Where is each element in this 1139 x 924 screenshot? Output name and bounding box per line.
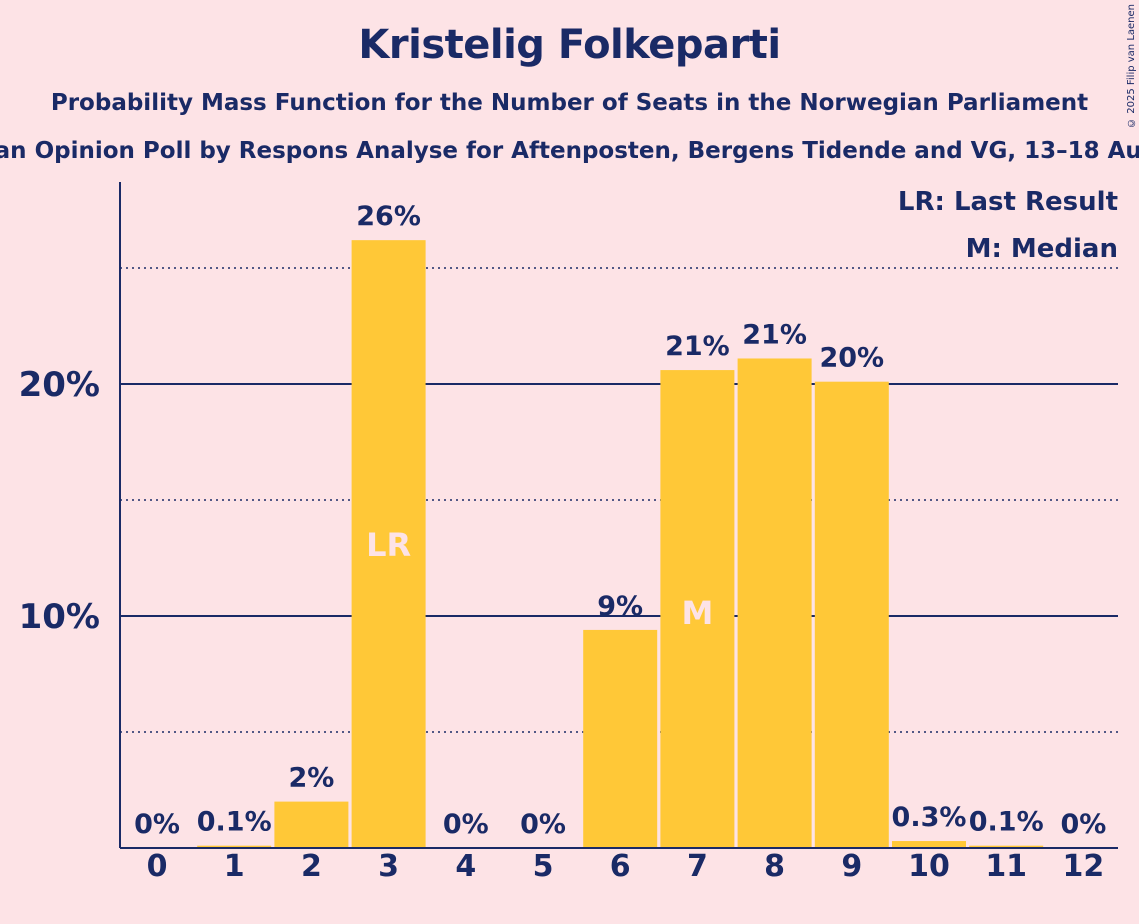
bar: [660, 370, 735, 848]
bar: [197, 845, 272, 848]
bar-annotation: M: [681, 594, 713, 632]
value-label: 26%: [356, 201, 421, 232]
value-label: 0%: [520, 809, 566, 840]
x-tick-label: 6: [610, 849, 631, 884]
chart-subtitle: Probability Mass Function for the Number…: [50, 90, 1089, 116]
bar: [274, 801, 349, 848]
x-tick-label: 3: [378, 849, 399, 884]
bar: [892, 841, 966, 848]
value-label: 0%: [134, 809, 180, 840]
x-tick-label: 2: [301, 849, 322, 884]
bar-annotation: LR: [366, 526, 411, 564]
chart-subsubtitle: Based on an Opinion Poll by Respons Anal…: [0, 138, 1139, 164]
value-label: 21%: [742, 319, 807, 350]
bar: [969, 845, 1044, 848]
y-tick-label: 10%: [19, 597, 100, 637]
x-tick-label: 10: [908, 849, 950, 884]
legend-entry: M: Median: [966, 234, 1118, 264]
value-label: 0%: [1060, 809, 1106, 840]
x-tick-label: 11: [985, 849, 1027, 884]
x-tick-label: 12: [1063, 849, 1105, 884]
bar: [351, 240, 426, 848]
bars: [197, 240, 1044, 848]
x-tick-label: 5: [533, 849, 554, 884]
value-label: 0.1%: [969, 807, 1044, 838]
labels: 0% 0.1%2%26%0% 0%9%21% 21%20%0.3% 0.1% 0%LRM: [134, 201, 1106, 840]
y-tick-label: 20%: [19, 365, 100, 405]
bar: [814, 381, 889, 848]
bar: [737, 358, 812, 848]
bar: [583, 629, 658, 848]
chart-title: Kristelig Folkeparti: [358, 22, 781, 68]
value-label: 2%: [288, 763, 334, 794]
value-label: 0.1%: [197, 807, 272, 838]
value-label: 0%: [443, 809, 489, 840]
legend: LR: Last Result M: Median: [898, 187, 1118, 264]
value-label: 0.3%: [892, 802, 967, 833]
legend-entry: LR: Last Result: [898, 187, 1118, 217]
x-tick-label: 0: [147, 849, 168, 884]
x-tick-label: 8: [764, 849, 785, 884]
value-label: 20%: [819, 343, 884, 374]
x-tick-label: 7: [687, 849, 708, 884]
subsubtitle-clip: Based on an Opinion Poll by Respons Anal…: [0, 130, 1139, 175]
value-label: 9%: [597, 591, 643, 622]
value-label: 21%: [665, 331, 730, 362]
x-tick-label: 4: [455, 849, 476, 884]
axes: 10%20%0 1 2 3 4 5 6 7 8 9 10 11 12: [19, 182, 1118, 884]
x-tick-label: 9: [841, 849, 862, 884]
x-tick-label: 1: [224, 849, 245, 884]
